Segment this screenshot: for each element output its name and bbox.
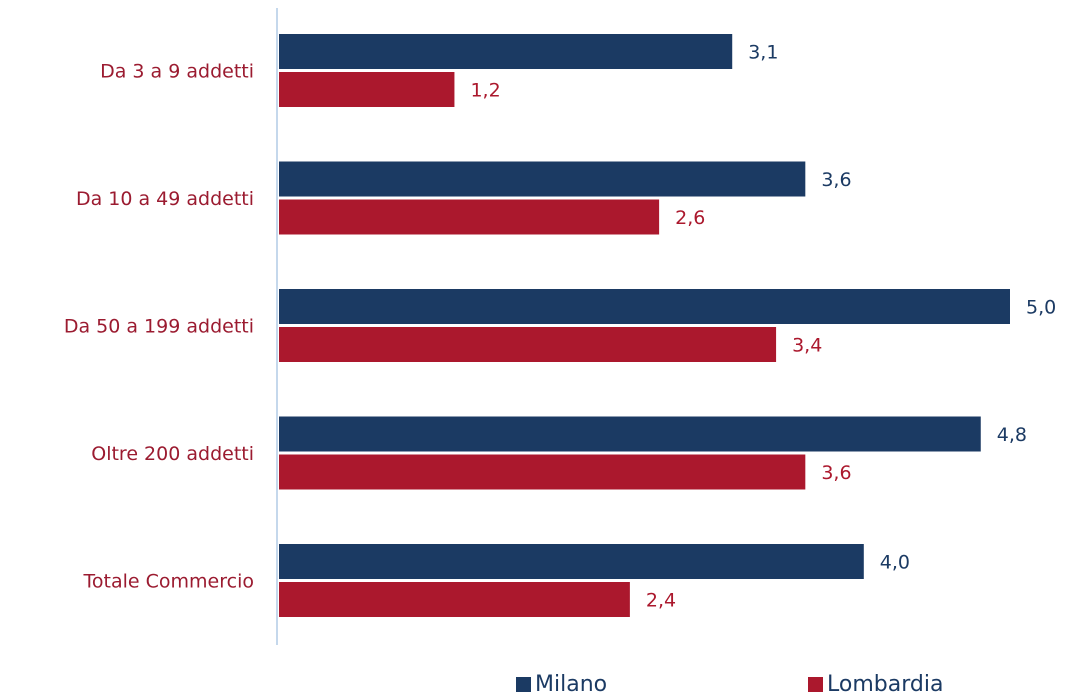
legend-label-lombardia: Lombardia	[827, 672, 944, 697]
bar-lombardia	[279, 72, 455, 107]
data-label-milano: 3,1	[748, 42, 778, 64]
bar-milano	[279, 34, 733, 69]
bar-milano	[279, 544, 864, 579]
data-label-lombardia: 1,2	[470, 80, 500, 102]
data-label-milano: 3,6	[821, 169, 851, 191]
legend-swatch-lombardia	[808, 677, 823, 692]
category-label: Totale Commercio	[83, 571, 254, 593]
data-label-milano: 4,8	[997, 424, 1027, 446]
legend-swatch-milano	[516, 677, 531, 692]
bar-lombardia	[279, 199, 660, 235]
bar-lombardia	[279, 582, 630, 617]
legend: Milano Lombardia	[0, 672, 1087, 698]
data-label-lombardia: 3,6	[821, 462, 851, 484]
category-label: Da 50 a 199 addetti	[64, 316, 254, 338]
category-label: Da 3 a 9 addetti	[100, 61, 254, 83]
bars-group	[279, 34, 1010, 617]
bar-milano	[279, 289, 1010, 324]
legend-item-milano: Milano	[516, 672, 607, 697]
data-label-lombardia: 3,4	[792, 335, 822, 357]
data-label-lombardia: 2,4	[646, 590, 676, 612]
legend-label-milano: Milano	[535, 672, 608, 697]
category-label: Da 10 a 49 addetti	[76, 188, 254, 210]
data-label-milano: 5,0	[1026, 297, 1056, 319]
bar-lombardia	[279, 454, 806, 490]
legend-item-lombardia: Lombardia	[808, 672, 943, 697]
bar-chart: Da 3 a 9 addetti 3,1 1,2 Da 10 a 49 addetti…	[64, 8, 1056, 645]
data-label-milano: 4,0	[880, 552, 910, 574]
bar-milano	[279, 161, 806, 197]
data-label-lombardia: 2,6	[675, 207, 705, 229]
bar-milano	[279, 416, 981, 452]
bar-lombardia	[279, 327, 777, 362]
category-label: Oltre 200 addetti	[91, 443, 254, 465]
labels-group: Da 3 a 9 addetti 3,1 1,2 Da 10 a 49 addetti…	[64, 42, 1056, 612]
